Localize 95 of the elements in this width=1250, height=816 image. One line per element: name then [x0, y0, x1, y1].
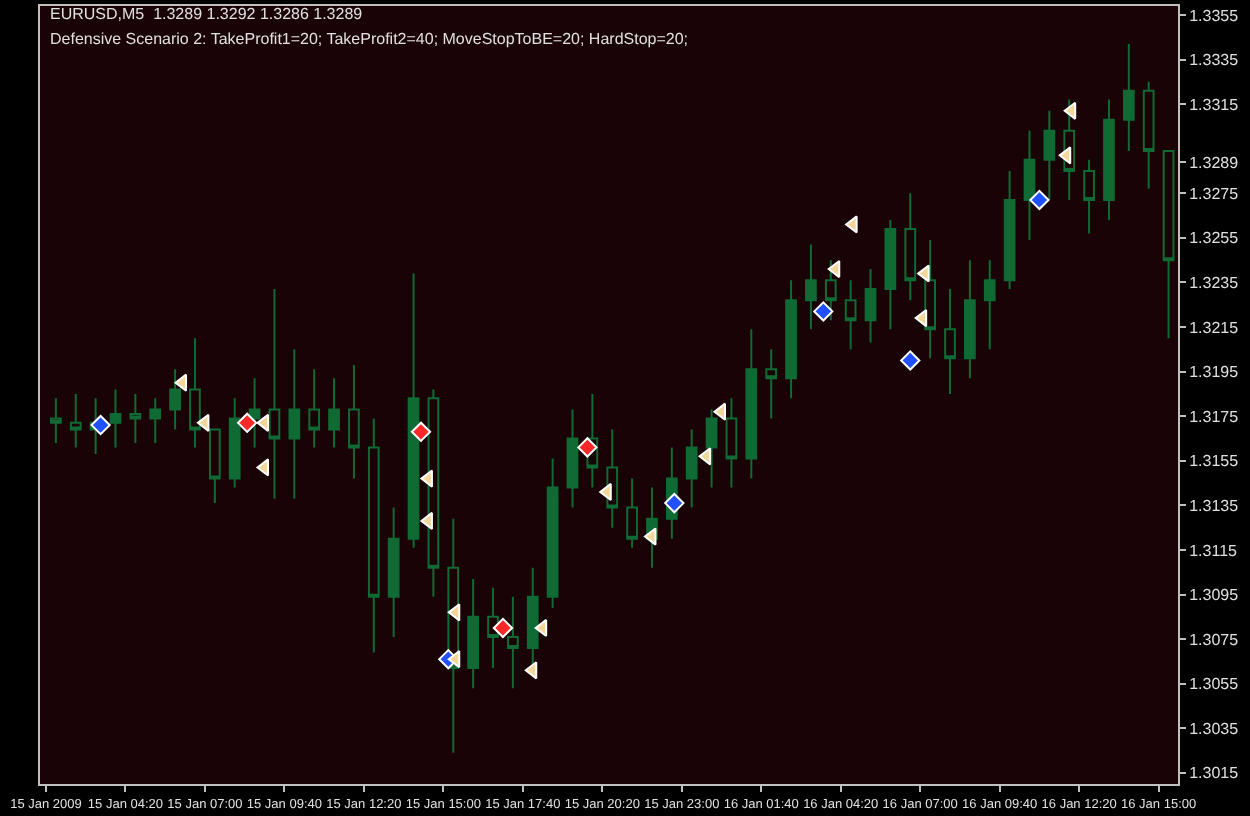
candlestick — [983, 259, 996, 351]
point — [577, 437, 598, 458]
candlestick — [348, 363, 360, 480]
point — [90, 415, 111, 436]
candlestick — [626, 477, 638, 549]
candlestick — [944, 288, 956, 395]
y-tick-label: 1.3195 — [1189, 363, 1240, 382]
candlestick — [308, 368, 321, 449]
point — [643, 527, 657, 546]
candlestick — [507, 595, 519, 690]
point — [447, 603, 461, 622]
candlestick — [407, 272, 420, 549]
candlestick — [427, 388, 440, 598]
candlestick — [69, 392, 82, 449]
candlestick — [208, 428, 221, 505]
point — [256, 458, 270, 477]
candlestick — [745, 328, 758, 480]
candlestick — [387, 506, 400, 638]
candlestick — [487, 586, 499, 670]
candlestick — [328, 377, 340, 449]
candlestick — [50, 397, 62, 444]
y-tick-label: 1.3115 — [1189, 541, 1239, 560]
candlestick — [586, 392, 599, 489]
candlestick — [884, 219, 897, 331]
candlestick — [805, 243, 817, 331]
candlestick — [129, 392, 142, 444]
candlestick — [785, 279, 797, 400]
point — [492, 617, 514, 639]
candlestick — [268, 288, 281, 500]
y-tick-label: 1.3215 — [1189, 318, 1240, 337]
candlestick — [566, 408, 579, 509]
y-tick-label: 1.3275 — [1189, 184, 1240, 203]
candlestick — [1063, 98, 1076, 201]
candlestick — [844, 279, 857, 351]
y-tick-label: 1.3255 — [1189, 229, 1240, 248]
candlestick — [546, 457, 559, 609]
y-tick-label: 1.3075 — [1189, 630, 1240, 649]
y-tick-label: 1.3155 — [1189, 452, 1240, 471]
candlestick — [606, 428, 619, 529]
point — [447, 650, 461, 669]
point — [534, 618, 548, 638]
candlestick — [467, 577, 480, 690]
candlestick — [1162, 149, 1175, 340]
candlestick — [169, 368, 181, 431]
candlestick — [864, 268, 877, 344]
point — [900, 350, 921, 371]
y-tick-label: 1.3175 — [1189, 407, 1240, 426]
y-tick-label: 1.3289 — [1189, 153, 1240, 172]
y-tick-label: 1.3035 — [1189, 719, 1240, 738]
candlestick — [109, 388, 122, 449]
candlestick — [904, 192, 917, 302]
candlestick — [288, 348, 301, 500]
candlestick — [1142, 80, 1155, 190]
point — [256, 413, 270, 432]
point — [1058, 146, 1072, 165]
point — [827, 259, 841, 279]
candlestick — [1003, 169, 1016, 291]
candlestick — [964, 259, 976, 380]
point — [1063, 101, 1077, 120]
candlestick — [705, 408, 718, 489]
point — [524, 661, 538, 680]
candlestick — [1043, 109, 1056, 201]
candlestick — [1103, 98, 1115, 221]
candlestick — [725, 397, 738, 489]
point — [174, 373, 188, 392]
y-tick-label: 1.3335 — [1189, 51, 1240, 70]
candlestick — [765, 348, 778, 420]
candlestick — [1122, 42, 1135, 152]
y-tick-label: 1.3015 — [1189, 764, 1240, 783]
point — [196, 413, 210, 432]
candlestick — [367, 417, 380, 654]
candlestick — [1083, 158, 1095, 235]
point — [813, 301, 834, 322]
candlestick — [824, 259, 837, 322]
y-tick-label: 1.3095 — [1189, 586, 1240, 605]
candlestick — [685, 428, 698, 509]
candlestick — [248, 377, 261, 449]
text: Defensive Scenario 2: TakeProfit1=20; TakeProfit2=40; MoveStopToBE=20; HardStop=20; — [50, 30, 689, 48]
chart-title: EURUSD,M5 1.3289 1.3292 1.3286 1.3289 — [50, 5, 364, 24]
y-tick-label: 1.3055 — [1189, 675, 1240, 694]
y-tick-label: 1.3355 — [1189, 6, 1240, 25]
point — [237, 412, 258, 433]
y-tick-label: 1.3235 — [1189, 274, 1240, 293]
y-tick-label: 1.3135 — [1189, 496, 1240, 515]
point — [698, 447, 712, 466]
candlestick — [924, 239, 936, 360]
candlestick — [228, 397, 241, 489]
candlestick — [189, 337, 201, 449]
point — [1029, 189, 1050, 211]
point — [664, 493, 685, 514]
y-tick-label: 1.3315 — [1189, 95, 1240, 114]
candlestick — [1023, 129, 1036, 242]
candlestick — [149, 397, 162, 444]
point — [410, 421, 432, 442]
point — [914, 309, 928, 328]
